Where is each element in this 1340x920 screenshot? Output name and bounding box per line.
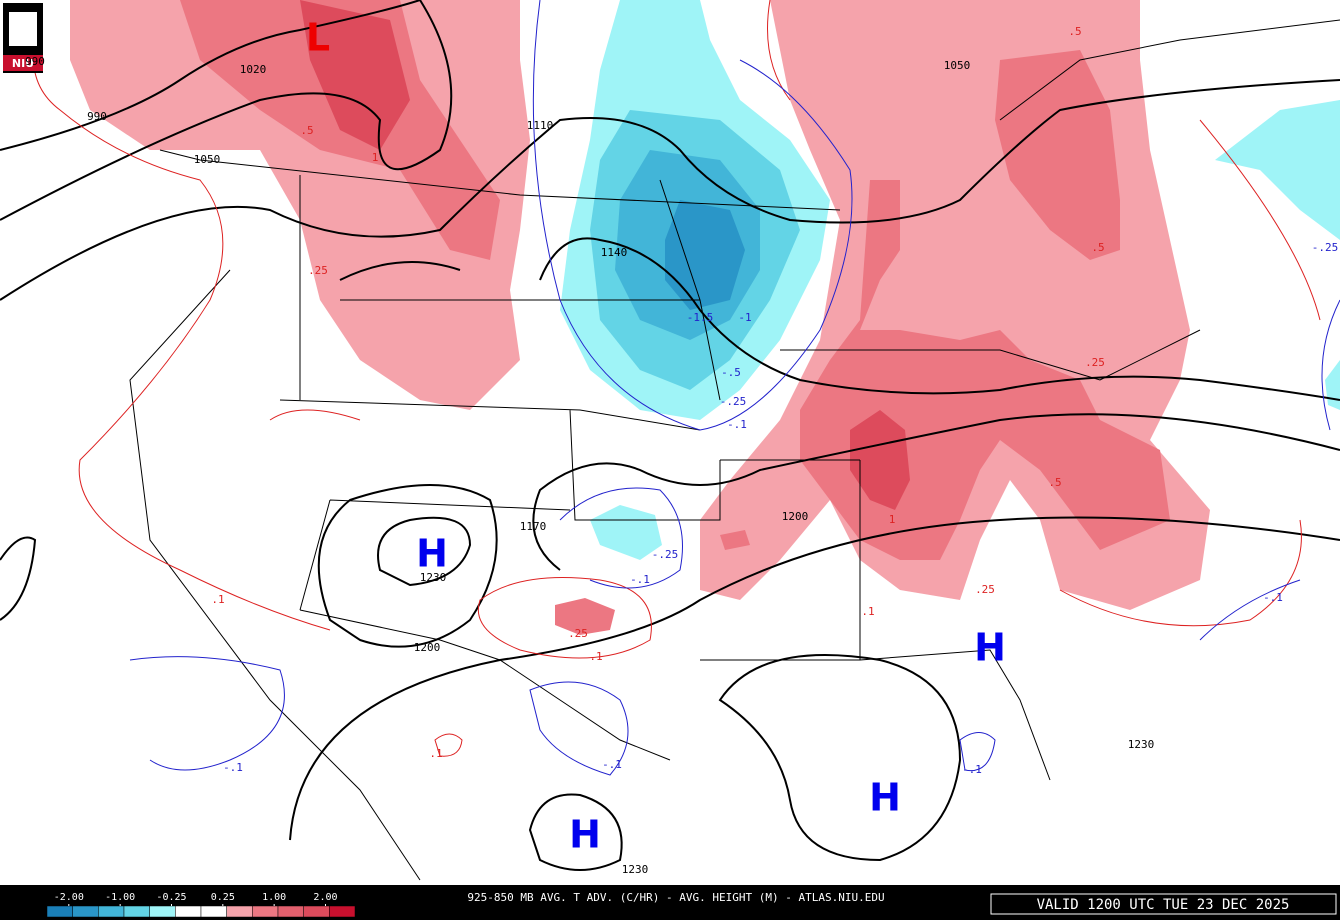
colorbar-box <box>72 905 99 918</box>
colorbar-box <box>329 905 356 918</box>
height-label: 990 <box>87 110 107 123</box>
height-label: 990 <box>25 55 45 68</box>
cold-label: -.5 <box>721 366 741 379</box>
height-label: 1170 <box>520 520 547 533</box>
warm-label: .5 <box>1068 25 1081 38</box>
high-center: H <box>416 532 448 576</box>
cold-label: -.25 <box>720 395 747 408</box>
cold-label: -.1 <box>962 763 982 776</box>
temperature-contours <box>32 0 1340 776</box>
height-label: 1200 <box>782 510 809 523</box>
height-label: 1230 <box>622 863 649 876</box>
colorbar: -2.00 -1.00 -0.25 0.25 1.00 2.00 <box>46 892 356 918</box>
colorbar-box <box>123 905 150 918</box>
logo-text: NIU <box>12 57 34 70</box>
footer-title: 925-850 MB AVG. T ADV. (C/HR) - AVG. HEI… <box>467 891 884 904</box>
cold-label: -.1 <box>223 761 243 774</box>
warm-label: .5 <box>1091 241 1104 254</box>
colorbar-box <box>277 905 304 918</box>
high-center: H <box>974 626 1006 670</box>
warm-label: .25 <box>568 627 588 640</box>
height-label: 1020 <box>240 63 267 76</box>
height-contours <box>0 0 1340 871</box>
colorbar-box <box>226 905 253 918</box>
height-label: 1050 <box>944 59 971 72</box>
cold-advection <box>560 0 1340 560</box>
colorbar-tick-label: -1.00 <box>105 892 135 903</box>
low-center: L <box>306 16 330 60</box>
warm-label: 1 <box>889 513 896 526</box>
cold-label: -.1 <box>602 758 622 771</box>
high-center: H <box>869 776 901 820</box>
warm-label: .25 <box>308 264 328 277</box>
cold-label: -.1 <box>1263 591 1283 604</box>
warm-label: 1 <box>372 151 379 164</box>
warm-label: .25 <box>1085 356 1105 369</box>
colorbar-box <box>46 905 73 918</box>
height-label: 1140 <box>601 246 628 259</box>
valid-box <box>990 893 1337 915</box>
colorbar-box <box>200 905 227 918</box>
colorbar-box <box>149 905 176 918</box>
colorbar-tick-label: -0.25 <box>156 892 186 903</box>
cold-label: -.25 <box>652 548 679 561</box>
cold-label: -.1 <box>727 418 747 431</box>
warm-label: .1 <box>429 747 442 760</box>
colorbar-box <box>252 905 279 918</box>
height-label: 1230 <box>420 571 447 584</box>
height-label: 1110 <box>527 119 554 132</box>
colorbar-box <box>303 905 330 918</box>
colorbar-tick-label: 0.25 <box>211 892 235 903</box>
colorbar-tick-label: 1.00 <box>262 892 286 903</box>
warm-label: .5 <box>300 124 313 137</box>
colorbar-tick-label: 2.00 <box>313 892 337 903</box>
height-label: 1230 <box>1128 738 1155 751</box>
colorbar-box <box>98 905 125 918</box>
warm-label: .1 <box>861 605 874 618</box>
warm-label: .5 <box>1048 476 1061 489</box>
warm-label: .25 <box>975 583 995 596</box>
boundaries <box>129 19 1340 881</box>
height-label: 1200 <box>414 641 441 654</box>
high-center: H <box>569 813 601 857</box>
warm-label: .1 <box>589 650 602 663</box>
warm-label: .1 <box>211 593 224 606</box>
labels: L H H H H 990 1020 990 1050 1110 1140 1050 1170 1200 1… <box>25 16 1339 877</box>
height-label: 1050 <box>194 153 221 166</box>
cold-label: -.25 <box>1312 241 1339 254</box>
cold-label: -.1 <box>630 573 650 586</box>
colorbar-box <box>175 905 202 918</box>
niu-logo: NIU <box>3 3 43 73</box>
cold-label: -1 <box>738 311 751 324</box>
cold-label: -1.5 <box>687 311 714 324</box>
colorbar-tick-label: -2.00 <box>54 892 84 903</box>
valid-time: VALID 1200 UTC TUE 23 DEC 2025 <box>1037 897 1290 913</box>
